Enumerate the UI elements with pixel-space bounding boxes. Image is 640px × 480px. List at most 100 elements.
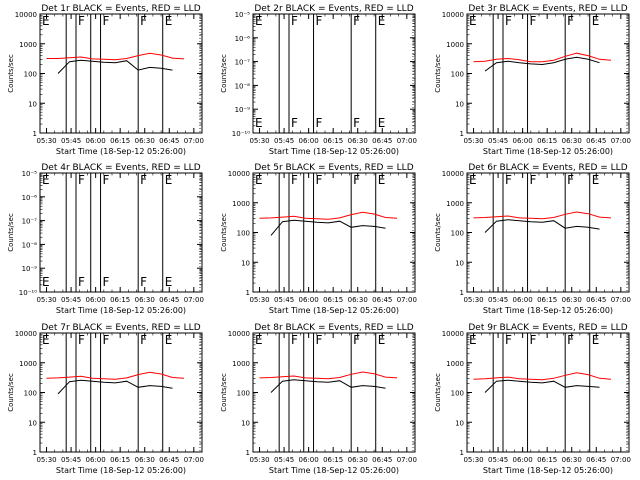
- y-tick-label: 10⁻⁵: [22, 170, 38, 178]
- event-marker-label: F: [291, 14, 298, 28]
- event-marker-label: F: [103, 333, 110, 347]
- x-tick-label: 05:45: [488, 456, 508, 464]
- events-series-line: [270, 219, 386, 236]
- y-tick-label: 10: [28, 419, 37, 427]
- event-marker-label: F: [530, 14, 537, 28]
- plot-frame: [252, 172, 416, 293]
- x-tick-label: 05:30: [36, 137, 56, 145]
- panel-title: Det 2r BLACK = Events, RED = LLD: [254, 4, 413, 14]
- panel-9: Det 9r BLACK = Events, RED = LLD 1 10 100 10…: [434, 323, 631, 475]
- x-tick-label: 07:00: [611, 456, 631, 464]
- x-tick-label: 05:30: [249, 456, 269, 464]
- x-tick-label: 06:15: [537, 296, 557, 304]
- x-tick-label: 06:45: [372, 137, 392, 145]
- panel-title: Det 3r BLACK = Events, RED = LLD: [468, 4, 627, 14]
- event-marker-label: F: [316, 333, 323, 347]
- x-tick-label: 06:30: [135, 296, 155, 304]
- y-tick-label: 10000: [442, 330, 464, 338]
- y-axis-label: Counts/sec: [7, 213, 15, 252]
- x-axis-label: Start Time (18-Sep-12 05:26:00): [269, 147, 399, 156]
- plot-frame: [39, 172, 203, 293]
- y-tick-label: 1: [33, 130, 37, 138]
- x-tick-label: 06:00: [299, 137, 319, 145]
- y-tick-label: 10000: [442, 170, 464, 178]
- event-marker-label: F: [316, 14, 323, 28]
- y-axis-label: Counts/sec: [434, 54, 442, 93]
- event-marker-label: E: [255, 116, 263, 130]
- panel-title: Det 8r BLACK = Events, RED = LLD: [254, 323, 413, 333]
- event-marker-label: F: [78, 275, 85, 289]
- lld-series-line: [473, 52, 612, 63]
- event-marker-label: F: [140, 333, 147, 347]
- y-tick-label: 10000: [15, 330, 37, 338]
- panel-title: Det 4r BLACK = Events, RED = LLD: [41, 163, 200, 173]
- y-tick-label: 10⁻⁶: [235, 35, 251, 43]
- y-tick-label: 10⁻⁸: [235, 82, 251, 90]
- event-marker-label: F: [567, 173, 574, 187]
- events-series-line: [270, 379, 386, 393]
- x-tick-label: 07:00: [397, 456, 417, 464]
- event-marker-label: F: [291, 173, 298, 187]
- event-marker-label: F: [505, 14, 512, 28]
- y-axis-label: Counts/sec: [220, 213, 228, 252]
- event-marker-label: F: [505, 333, 512, 347]
- x-tick-label: 05:30: [463, 137, 483, 145]
- lld-series-line: [473, 211, 612, 220]
- y-tick-label: 10⁻⁹: [235, 106, 251, 114]
- events-series-line: [484, 56, 600, 72]
- event-marker-label: E: [592, 333, 600, 347]
- plot-frame: [466, 332, 630, 453]
- event-marker-label: F: [505, 173, 512, 187]
- x-tick-label: 07:00: [611, 137, 631, 145]
- x-tick-label: 07:00: [184, 456, 204, 464]
- event-marker-label: F: [103, 173, 110, 187]
- y-tick-label: 1000: [232, 360, 250, 368]
- events-series-line: [57, 379, 173, 395]
- y-tick-label: 1000: [446, 360, 464, 368]
- plot-frame: [39, 13, 203, 134]
- y-tick-label: 10000: [228, 330, 250, 338]
- x-axis-label: Start Time (18-Sep-12 05:26:00): [56, 466, 186, 475]
- x-tick-label: 06:30: [562, 137, 582, 145]
- y-tick-label: 1: [460, 449, 464, 457]
- events-series-line: [484, 219, 600, 233]
- y-axis-label: Counts/sec: [434, 213, 442, 252]
- event-marker-label: E: [255, 173, 263, 187]
- y-tick-label: 100: [451, 71, 464, 79]
- x-tick-label: 07:00: [397, 296, 417, 304]
- x-tick-label: 05:30: [463, 296, 483, 304]
- event-marker-label: F: [567, 333, 574, 347]
- event-marker-label: E: [592, 14, 600, 28]
- x-tick-label: 07:00: [184, 296, 204, 304]
- y-axis-label: Counts/sec: [434, 373, 442, 412]
- y-tick-label: 1: [460, 289, 464, 297]
- x-tick-label: 06:30: [348, 456, 368, 464]
- y-tick-label: 100: [237, 230, 250, 238]
- x-tick-label: 05:30: [249, 137, 269, 145]
- panel-5: Det 5r BLACK = Events, RED = LLD 1 10 100 10…: [220, 163, 417, 315]
- x-axis-label: Start Time (18-Sep-12 05:26:00): [269, 306, 399, 315]
- y-tick-label: 10⁻⁷: [22, 218, 38, 226]
- y-tick-label: 10000: [15, 11, 37, 19]
- event-marker-label: E: [469, 14, 477, 28]
- panel-8: Det 8r BLACK = Events, RED = LLD 1 10 100 10…: [220, 323, 417, 475]
- y-tick-label: 1: [246, 289, 250, 297]
- lld-series-line: [259, 371, 398, 380]
- y-tick-label: 100: [451, 230, 464, 238]
- event-marker-label: F: [103, 275, 110, 289]
- x-tick-label: 05:45: [61, 456, 81, 464]
- panel-title: Det 7r BLACK = Events, RED = LLD: [41, 323, 200, 333]
- event-marker-label: F: [291, 116, 298, 130]
- event-marker-label: E: [165, 275, 173, 289]
- y-tick-label: 10⁻⁶: [22, 194, 38, 202]
- event-marker-label: E: [378, 333, 386, 347]
- event-marker-label: F: [316, 116, 323, 130]
- plot-frame: [252, 13, 416, 134]
- y-tick-label: 10: [455, 419, 464, 427]
- y-tick-label: 10⁻⁹: [22, 265, 38, 273]
- x-axis-label: Start Time (18-Sep-12 05:26:00): [56, 306, 186, 315]
- y-tick-label: 10⁻⁵: [235, 11, 251, 19]
- y-tick-label: 1: [460, 130, 464, 138]
- panel-7: Det 7r BLACK = Events, RED = LLD 1 10 100 10…: [7, 323, 204, 475]
- y-tick-label: 10⁻¹⁰: [232, 130, 250, 138]
